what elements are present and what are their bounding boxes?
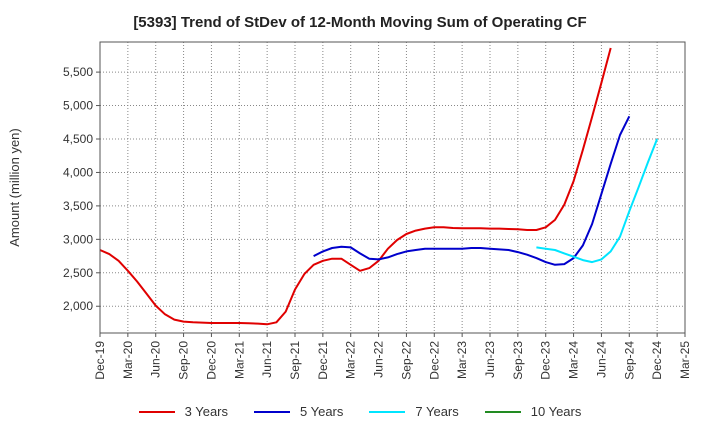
x-tick-label: Jun-22 [372, 341, 386, 378]
x-tick-label: Jun-23 [483, 341, 497, 378]
legend-item: 5 Years [254, 404, 343, 419]
y-tick-label: 4,000 [63, 165, 93, 179]
legend-item: 3 Years [138, 404, 228, 419]
x-tick-label: Dec-22 [427, 341, 441, 380]
y-tick-label: 2,000 [63, 299, 93, 313]
x-tick-label: Dec-21 [316, 341, 330, 380]
x-tick-label: Jun-21 [260, 341, 274, 378]
legend-label: 7 Years [415, 404, 459, 419]
x-tick-label: Mar-23 [455, 341, 469, 379]
legend-swatch [484, 410, 521, 413]
y-tick-label: 3,000 [63, 232, 93, 246]
legend-item: 7 Years [369, 404, 459, 419]
x-tick-label: Dec-23 [539, 341, 553, 380]
y-tick-label: 3,500 [63, 199, 93, 213]
x-tick-label: Dec-19 [93, 341, 107, 380]
x-tick-label: Jun-24 [594, 341, 608, 378]
y-axis-ticks: 2,000 2,500 3,000 3,500 4,000 4,500 5,000 5,500 [63, 65, 100, 313]
series-line-7-years [536, 138, 659, 264]
legend-label: 5 Years [300, 404, 344, 419]
y-axis-label: Amount (million yen) [7, 128, 22, 247]
x-tick-label: Dec-24 [650, 341, 664, 380]
x-tick-label: Mar-24 [567, 341, 581, 379]
legend-label: 10 Years [530, 404, 582, 419]
y-tick-label: 4,500 [63, 132, 93, 146]
x-axis-ticks: Dec-19 Mar-20 Jun-20 Sep-20 Dec-20 Mar-21 Jun-… [93, 333, 692, 380]
series-line-3-years [99, 47, 612, 326]
x-tick-label: Mar-22 [344, 341, 358, 379]
legend-swatch [138, 410, 175, 413]
x-tick-label: Mar-21 [232, 341, 246, 379]
plot-frame [99, 41, 686, 334]
y-tick-label: 2,500 [63, 266, 93, 280]
x-tick-label: Mar-25 [678, 341, 692, 379]
chart-title: [5393] Trend of StDev of 12-Month Moving… [133, 14, 587, 31]
grid-lines [99, 42, 686, 333]
series-lines [99, 47, 659, 326]
legend-swatch [254, 410, 290, 413]
series-line-5-years [313, 115, 631, 266]
x-tick-label: Sep-23 [511, 341, 525, 380]
legend: 3 Years 5 Years 7 Years 10 Years [0, 404, 720, 419]
x-tick-label: Jun-20 [149, 341, 163, 378]
x-tick-label: Sep-22 [399, 341, 413, 380]
y-tick-label: 5,000 [63, 99, 93, 113]
x-tick-label: Mar-20 [121, 341, 135, 379]
y-tick-label: 5,500 [63, 65, 93, 79]
x-tick-label: Sep-20 [177, 341, 191, 380]
x-tick-label: Sep-24 [622, 341, 636, 380]
legend-label: 3 Years [184, 404, 228, 419]
x-tick-label: Dec-20 [204, 341, 218, 380]
x-tick-label: Sep-21 [288, 341, 302, 380]
legend-swatch [369, 410, 406, 413]
legend-item: 10 Years [484, 404, 582, 419]
